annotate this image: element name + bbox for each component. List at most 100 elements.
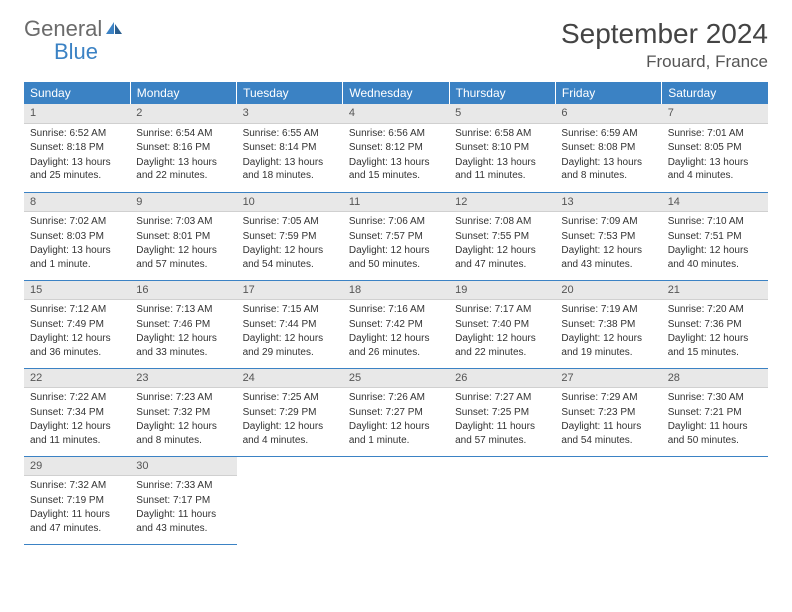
sunrise-text: Sunrise: 7:32 AM: [30, 479, 124, 493]
day-number: 20: [555, 281, 661, 301]
logo-sail-icon: [104, 20, 124, 41]
weekday-header: Wednesday: [343, 82, 449, 104]
sunset-text: Sunset: 7:59 PM: [243, 230, 337, 244]
sunrise-text: Sunrise: 7:13 AM: [136, 303, 230, 317]
calendar-cell: 6Sunrise: 6:59 AMSunset: 8:08 PMDaylight…: [555, 104, 661, 192]
day-number: 5: [449, 104, 555, 124]
calendar-cell: [237, 456, 343, 544]
day-number: 27: [555, 369, 661, 389]
calendar-cell: 9Sunrise: 7:03 AMSunset: 8:01 PMDaylight…: [130, 192, 236, 280]
day-content: Sunrise: 7:17 AMSunset: 7:40 PMDaylight:…: [449, 300, 555, 365]
calendar-row: 8Sunrise: 7:02 AMSunset: 8:03 PMDaylight…: [24, 192, 768, 280]
calendar-cell: 17Sunrise: 7:15 AMSunset: 7:44 PMDayligh…: [237, 280, 343, 368]
day-content: Sunrise: 7:15 AMSunset: 7:44 PMDaylight:…: [237, 300, 343, 365]
daylight-text: Daylight: 12 hours and 33 minutes.: [136, 332, 230, 359]
day-content: Sunrise: 7:08 AMSunset: 7:55 PMDaylight:…: [449, 212, 555, 277]
day-content: Sunrise: 7:26 AMSunset: 7:27 PMDaylight:…: [343, 388, 449, 453]
daylight-text: Daylight: 13 hours and 25 minutes.: [30, 156, 124, 183]
sunrise-text: Sunrise: 6:56 AM: [349, 127, 443, 141]
day-content: Sunrise: 6:59 AMSunset: 8:08 PMDaylight:…: [555, 124, 661, 189]
sunset-text: Sunset: 7:29 PM: [243, 406, 337, 420]
day-number: 30: [130, 457, 236, 477]
day-number: 21: [662, 281, 768, 301]
calendar-cell: 28Sunrise: 7:30 AMSunset: 7:21 PMDayligh…: [662, 368, 768, 456]
weekday-header: Thursday: [449, 82, 555, 104]
sunrise-text: Sunrise: 6:58 AM: [455, 127, 549, 141]
sunset-text: Sunset: 7:40 PM: [455, 318, 549, 332]
day-number: 28: [662, 369, 768, 389]
sunset-text: Sunset: 8:01 PM: [136, 230, 230, 244]
daylight-text: Daylight: 13 hours and 8 minutes.: [561, 156, 655, 183]
daylight-text: Daylight: 13 hours and 1 minute.: [30, 244, 124, 271]
sunset-text: Sunset: 8:03 PM: [30, 230, 124, 244]
day-number: 12: [449, 193, 555, 213]
sunrise-text: Sunrise: 6:54 AM: [136, 127, 230, 141]
sunrise-text: Sunrise: 7:12 AM: [30, 303, 124, 317]
day-content: Sunrise: 6:58 AMSunset: 8:10 PMDaylight:…: [449, 124, 555, 189]
sunset-text: Sunset: 8:10 PM: [455, 141, 549, 155]
daylight-text: Daylight: 11 hours and 47 minutes.: [30, 508, 124, 535]
calendar-cell: 15Sunrise: 7:12 AMSunset: 7:49 PMDayligh…: [24, 280, 130, 368]
sunset-text: Sunset: 8:12 PM: [349, 141, 443, 155]
calendar-cell: 5Sunrise: 6:58 AMSunset: 8:10 PMDaylight…: [449, 104, 555, 192]
weekday-header: Sunday: [24, 82, 130, 104]
day-number: 25: [343, 369, 449, 389]
day-content: Sunrise: 7:22 AMSunset: 7:34 PMDaylight:…: [24, 388, 130, 453]
sunset-text: Sunset: 8:16 PM: [136, 141, 230, 155]
daylight-text: Daylight: 13 hours and 11 minutes.: [455, 156, 549, 183]
day-number: 18: [343, 281, 449, 301]
calendar-cell: 14Sunrise: 7:10 AMSunset: 7:51 PMDayligh…: [662, 192, 768, 280]
sunset-text: Sunset: 7:38 PM: [561, 318, 655, 332]
logo-general-text: General: [24, 16, 102, 41]
calendar-cell: 16Sunrise: 7:13 AMSunset: 7:46 PMDayligh…: [130, 280, 236, 368]
daylight-text: Daylight: 12 hours and 47 minutes.: [455, 244, 549, 271]
sunrise-text: Sunrise: 7:06 AM: [349, 215, 443, 229]
sunset-text: Sunset: 8:08 PM: [561, 141, 655, 155]
day-content: Sunrise: 7:05 AMSunset: 7:59 PMDaylight:…: [237, 212, 343, 277]
calendar-cell: [662, 456, 768, 544]
day-number: 2: [130, 104, 236, 124]
sunset-text: Sunset: 7:46 PM: [136, 318, 230, 332]
sunrise-text: Sunrise: 7:30 AM: [668, 391, 762, 405]
daylight-text: Daylight: 12 hours and 40 minutes.: [668, 244, 762, 271]
daylight-text: Daylight: 12 hours and 8 minutes.: [136, 420, 230, 447]
day-number: 15: [24, 281, 130, 301]
sunrise-text: Sunrise: 7:09 AM: [561, 215, 655, 229]
sunrise-text: Sunrise: 7:29 AM: [561, 391, 655, 405]
sunset-text: Sunset: 7:42 PM: [349, 318, 443, 332]
sunrise-text: Sunrise: 7:03 AM: [136, 215, 230, 229]
daylight-text: Daylight: 12 hours and 4 minutes.: [243, 420, 337, 447]
header: General Blue September 2024 Frouard, Fra…: [24, 18, 768, 72]
day-content: Sunrise: 7:30 AMSunset: 7:21 PMDaylight:…: [662, 388, 768, 453]
calendar-cell: [449, 456, 555, 544]
calendar-cell: 30Sunrise: 7:33 AMSunset: 7:17 PMDayligh…: [130, 456, 236, 544]
calendar-cell: 13Sunrise: 7:09 AMSunset: 7:53 PMDayligh…: [555, 192, 661, 280]
daylight-text: Daylight: 12 hours and 26 minutes.: [349, 332, 443, 359]
daylight-text: Daylight: 12 hours and 29 minutes.: [243, 332, 337, 359]
daylight-text: Daylight: 12 hours and 15 minutes.: [668, 332, 762, 359]
calendar-cell: 4Sunrise: 6:56 AMSunset: 8:12 PMDaylight…: [343, 104, 449, 192]
daylight-text: Daylight: 13 hours and 18 minutes.: [243, 156, 337, 183]
calendar-cell: 23Sunrise: 7:23 AMSunset: 7:32 PMDayligh…: [130, 368, 236, 456]
calendar-cell: 3Sunrise: 6:55 AMSunset: 8:14 PMDaylight…: [237, 104, 343, 192]
calendar-cell: 10Sunrise: 7:05 AMSunset: 7:59 PMDayligh…: [237, 192, 343, 280]
sunset-text: Sunset: 7:27 PM: [349, 406, 443, 420]
daylight-text: Daylight: 12 hours and 1 minute.: [349, 420, 443, 447]
day-content: Sunrise: 7:16 AMSunset: 7:42 PMDaylight:…: [343, 300, 449, 365]
day-content: Sunrise: 6:55 AMSunset: 8:14 PMDaylight:…: [237, 124, 343, 189]
weekday-header: Saturday: [662, 82, 768, 104]
sunset-text: Sunset: 7:32 PM: [136, 406, 230, 420]
day-content: Sunrise: 7:19 AMSunset: 7:38 PMDaylight:…: [555, 300, 661, 365]
sunrise-text: Sunrise: 7:23 AM: [136, 391, 230, 405]
daylight-text: Daylight: 12 hours and 50 minutes.: [349, 244, 443, 271]
sunrise-text: Sunrise: 7:22 AM: [30, 391, 124, 405]
calendar-cell: 7Sunrise: 7:01 AMSunset: 8:05 PMDaylight…: [662, 104, 768, 192]
day-number: 6: [555, 104, 661, 124]
calendar-row: 15Sunrise: 7:12 AMSunset: 7:49 PMDayligh…: [24, 280, 768, 368]
sunset-text: Sunset: 7:34 PM: [30, 406, 124, 420]
calendar-cell: 26Sunrise: 7:27 AMSunset: 7:25 PMDayligh…: [449, 368, 555, 456]
day-content: Sunrise: 7:25 AMSunset: 7:29 PMDaylight:…: [237, 388, 343, 453]
day-content: Sunrise: 6:56 AMSunset: 8:12 PMDaylight:…: [343, 124, 449, 189]
day-content: Sunrise: 6:54 AMSunset: 8:16 PMDaylight:…: [130, 124, 236, 189]
calendar-row: 22Sunrise: 7:22 AMSunset: 7:34 PMDayligh…: [24, 368, 768, 456]
